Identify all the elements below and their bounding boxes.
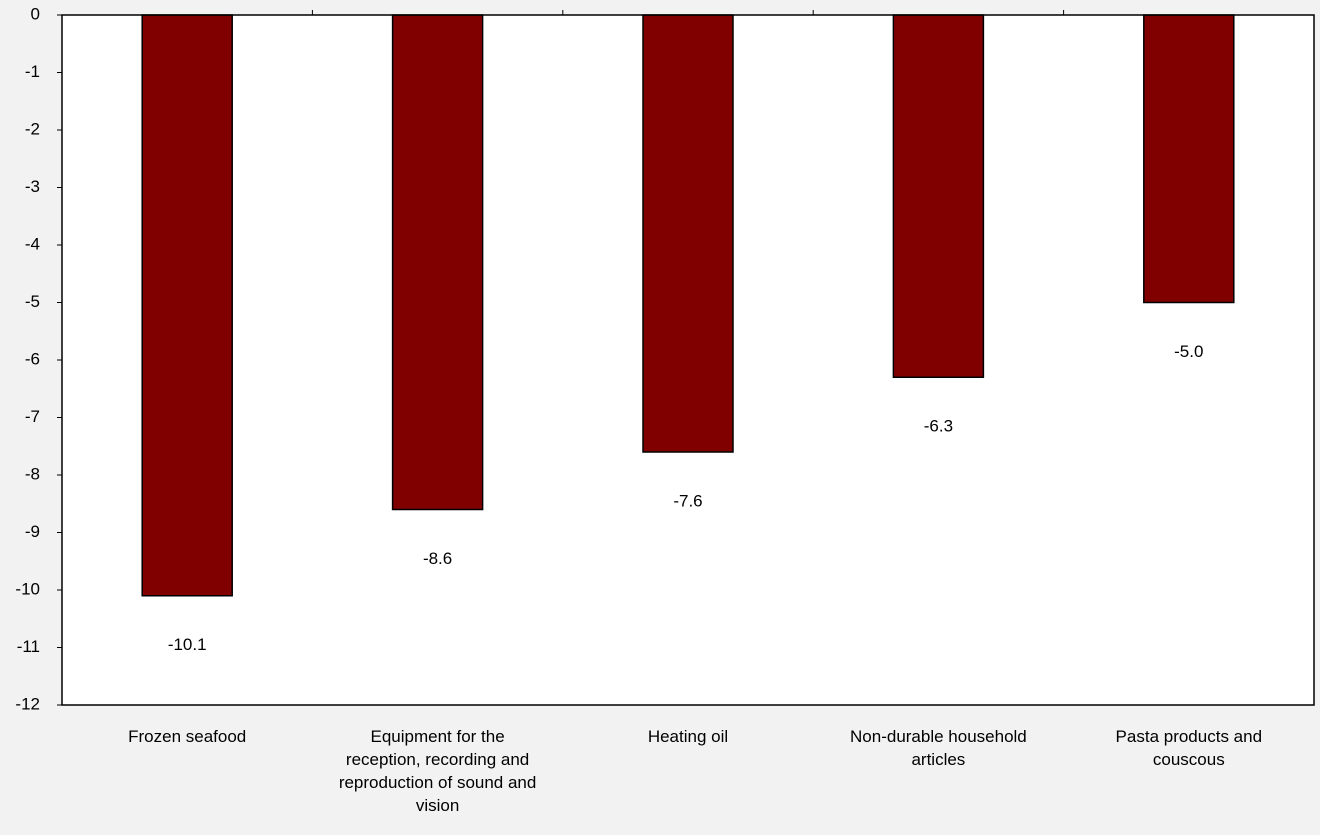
x-tick-label: Pasta products and couscous	[1115, 727, 1263, 769]
bar	[892, 14, 985, 378]
y-tick-label: -9	[25, 522, 40, 541]
y-tick-label: -7	[25, 407, 40, 426]
y-tick-label: -4	[25, 234, 40, 253]
y-tick-label: -6	[25, 349, 40, 368]
y-tick-label: -2	[25, 119, 40, 138]
bar	[391, 14, 484, 511]
y-tick-label: -10	[15, 579, 40, 598]
x-tick-label: Non-durable household articles	[850, 727, 1027, 769]
value-label: -8.6	[423, 549, 452, 568]
bar	[642, 14, 734, 453]
y-tick-label: -11	[17, 637, 40, 656]
x-tick-label: Equipment for the reception, recording a…	[338, 727, 537, 815]
x-tick-label: Heating oil	[647, 727, 729, 746]
y-tick-label: -3	[25, 177, 40, 196]
y-tick-label: 0	[31, 4, 40, 23]
value-label: -10.1	[168, 635, 207, 654]
bar	[1143, 14, 1235, 304]
x-tick-label: Frozen seafood	[128, 727, 247, 746]
value-label: -5.0	[1174, 342, 1203, 361]
plot-border	[61, 14, 1315, 706]
y-tick-label: -8	[25, 464, 40, 483]
bar	[141, 14, 233, 597]
value-label: -7.6	[673, 491, 702, 510]
y-tick-label: -12	[15, 694, 40, 713]
y-tick-label: -1	[25, 62, 40, 81]
value-label: -6.3	[924, 417, 953, 436]
y-tick-label: -5	[25, 292, 40, 311]
